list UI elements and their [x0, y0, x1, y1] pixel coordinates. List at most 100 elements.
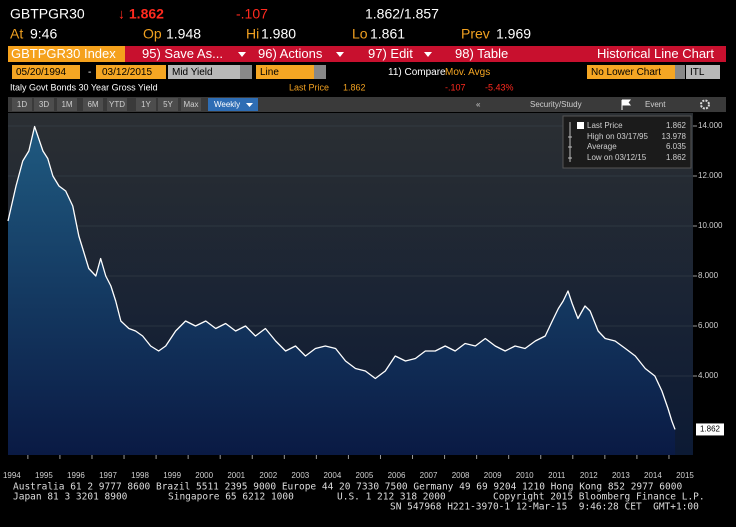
input[interactable] [168, 65, 240, 79]
footer-line: U.S. 1 212 318 2000 [337, 492, 446, 503]
legend-label: Last Price [587, 121, 623, 130]
range-button[interactable] [12, 98, 32, 111]
back[interactable]: « [476, 100, 481, 109]
y-tick-label: 10.000 [698, 221, 723, 230]
range-label[interactable]: 1D [17, 100, 27, 109]
menu-button[interactable]: 96) Actions [258, 46, 323, 61]
range-button[interactable] [136, 98, 156, 111]
bid-ask: 1.862/1.857 [365, 6, 439, 22]
style[interactable]: Line [260, 67, 279, 78]
legend-value: 6.035 [666, 142, 687, 151]
x-tick-label: 2008 [452, 471, 470, 480]
plot [7, 125, 697, 459]
label: Prev [461, 26, 490, 42]
settings-icon[interactable] [700, 99, 710, 110]
legend-value: 1.862 [666, 121, 687, 130]
y-tick-label: 4.000 [698, 371, 719, 380]
mov-avgs[interactable]: Mov. Avgs [445, 67, 490, 78]
legend-label: Low on 03/12/15 [587, 153, 647, 162]
dropdown[interactable] [675, 65, 685, 79]
x-tick-label: 2003 [291, 471, 309, 480]
legend-value: 1.862 [666, 153, 687, 162]
x-tick-label: 2012 [580, 471, 598, 480]
separator: - [88, 67, 91, 78]
input[interactable] [96, 65, 166, 79]
study[interactable]: Security/Study [530, 100, 582, 109]
y-tick-label: 14.000 [698, 121, 723, 130]
input[interactable] [587, 65, 675, 79]
x-tick-label: 2013 [612, 471, 630, 480]
last-price-box [696, 423, 724, 436]
label: Last Price [289, 82, 329, 92]
security[interactable]: GBTPGR30 Index [11, 46, 116, 61]
y-tick-label: 8.000 [698, 271, 719, 280]
legend-swatch [577, 122, 584, 129]
range-button[interactable] [34, 98, 54, 111]
range-button[interactable] [158, 98, 178, 111]
ticker: GBTPGR30 [10, 6, 85, 22]
value: 1.969 [496, 26, 531, 42]
range-label[interactable]: 1Y [141, 100, 151, 109]
range-label[interactable]: 1M [61, 100, 72, 109]
footer-line: Copyright 2015 Bloomberg Finance L.P. [493, 492, 705, 503]
menu-button[interactable]: 98) Table [455, 46, 508, 61]
range-buttons: 1D 3D 1M 6M YTD 1Y 5Y Max [12, 98, 201, 111]
label: Lo [352, 26, 368, 42]
input[interactable] [256, 65, 314, 79]
label: At [10, 26, 23, 42]
value: 1.861 [370, 26, 405, 42]
range-button[interactable] [83, 98, 103, 111]
range-label[interactable]: YTD [109, 100, 125, 109]
frequency-button[interactable] [208, 98, 258, 111]
range-label[interactable]: Max [183, 100, 198, 109]
footer-line: SN 547968 H221-3970-1 12-Mar-15 9:46:28 … [390, 502, 699, 513]
menu-button[interactable]: 97) Edit [368, 46, 413, 61]
start-date[interactable]: 05/20/1994 [16, 67, 66, 78]
security-box[interactable] [8, 46, 125, 62]
legend-label: High on 03/17/95 [587, 132, 648, 141]
x-tick-label: 1998 [131, 471, 149, 480]
range-label[interactable]: 5Y [163, 100, 173, 109]
lower-chart[interactable]: No Lower Chart [591, 67, 661, 78]
change-pct: -5.43% [485, 82, 514, 92]
view-title: Historical Line Chart [597, 46, 714, 61]
compare[interactable]: 11) Compare [388, 67, 446, 78]
event[interactable]: Event [645, 100, 666, 109]
y-tick-label: 6.000 [698, 321, 719, 330]
x-tick-label: 2009 [484, 471, 502, 480]
x-tick-label: 1996 [67, 471, 85, 480]
input[interactable] [12, 65, 80, 79]
range-label[interactable]: 3D [39, 100, 49, 109]
range-button[interactable] [57, 98, 77, 111]
x-tick-label: 2010 [516, 471, 534, 480]
menu-bar [125, 46, 726, 62]
x-tick-label: 2011 [548, 471, 566, 480]
legend-label: Average [587, 142, 617, 151]
currency[interactable]: ITL [690, 67, 705, 78]
flag-icon[interactable] [621, 99, 632, 110]
field[interactable]: Mid Yield [172, 67, 213, 78]
x-tick-label: 2005 [356, 471, 374, 480]
last-price-marker: 1.862 [700, 425, 721, 434]
legend-value: 13.978 [662, 132, 687, 141]
range-label[interactable]: 6M [87, 100, 98, 109]
x-tick-label: 2002 [259, 471, 277, 480]
footer-line: Japan 81 3 3201 8900 [13, 492, 128, 503]
dropdown[interactable] [314, 65, 326, 79]
range-button[interactable] [107, 98, 127, 111]
menu-button[interactable]: 95) Save As... [142, 46, 223, 61]
x-tick-label: 2001 [227, 471, 245, 480]
change: -.107 [445, 82, 466, 92]
range-button[interactable] [181, 98, 201, 111]
x-tick-label: 1999 [163, 471, 181, 480]
net-change: -.107 [236, 6, 268, 22]
dropdown[interactable] [240, 65, 252, 79]
chart-title: Italy Govt Bonds 30 Year Gross Yield [10, 82, 158, 92]
x-tick-label: 2015 [676, 471, 694, 480]
input[interactable] [686, 65, 720, 79]
end-date[interactable]: 03/12/2015 [102, 67, 152, 78]
value: 1.980 [261, 26, 296, 42]
legend-icons [568, 122, 572, 162]
frequency[interactable]: Weekly [214, 100, 240, 109]
